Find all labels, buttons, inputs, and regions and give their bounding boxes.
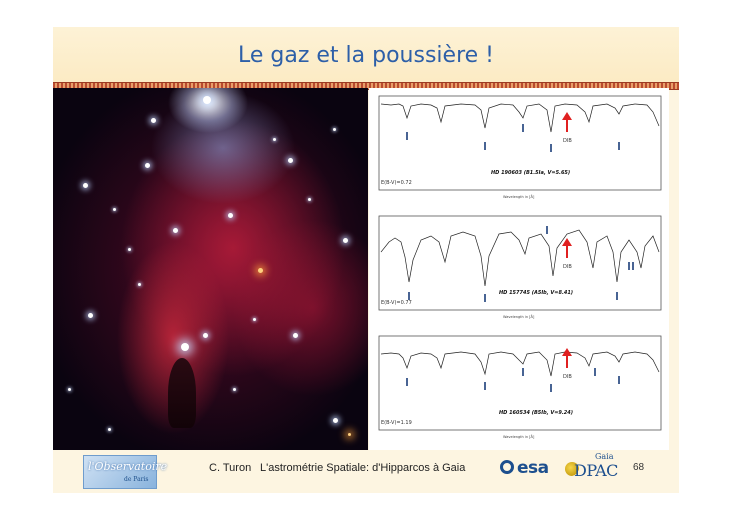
- star-label: HD 190603 (B1.5Ia, V=5.65): [491, 170, 570, 176]
- star: [333, 418, 338, 423]
- star: [151, 118, 156, 123]
- gaia-label: Gaia: [595, 452, 614, 461]
- star: [108, 428, 111, 431]
- spectrum-plot-2: DIB HD 157745 (A5Ib, V=8.41) E(B-V)=0.77…: [371, 212, 665, 322]
- star: [233, 388, 236, 391]
- title-band: Le gaz et la poussière !: [53, 27, 679, 82]
- dib-label: DIB: [563, 264, 572, 270]
- star-label: HD 160534 (B5Ib, V=9.24): [499, 410, 573, 416]
- esa-ring-icon: [500, 460, 514, 474]
- star: [68, 388, 71, 391]
- plot-frame: [378, 335, 662, 431]
- observatoire-logo-sub: de Paris: [124, 476, 149, 483]
- spectrum-curve: [380, 229, 660, 287]
- star: [128, 248, 131, 251]
- star: [88, 313, 93, 318]
- nebula-image: [53, 88, 368, 450]
- star: [343, 238, 348, 243]
- cone-nebula: [168, 358, 196, 428]
- page-number: 68: [633, 462, 645, 473]
- footer-author: C. Turon: [209, 462, 252, 474]
- spectrum-curve: [380, 103, 660, 133]
- star: [288, 158, 293, 163]
- star: [113, 208, 116, 211]
- star: [293, 333, 298, 338]
- spectrum-svg: DIB HD 160534 (B5Ib, V=9.24) E(B-V)=1.19…: [378, 335, 662, 439]
- spectrum-svg: DIB HD 157745 (A5Ib, V=8.41) E(B-V)=0.77…: [378, 215, 662, 319]
- plot-frame: [378, 95, 662, 191]
- dib-label: DIB: [563, 374, 572, 380]
- axis-label: Wavelength in [Å]: [503, 434, 535, 439]
- page-title: Le gaz et la poussière !: [238, 43, 494, 68]
- star: [253, 318, 256, 321]
- star: [333, 128, 336, 131]
- star: [83, 183, 88, 188]
- axis-label: Wavelength in [Å]: [503, 314, 535, 319]
- star: [145, 163, 150, 168]
- esa-logo-text: esa: [517, 458, 549, 478]
- star: [138, 283, 141, 286]
- spectrum-svg: DIB HD 190603 (B1.5Ia, V=5.65) E(B-V)=0.…: [378, 95, 662, 199]
- observatoire-logo-main: l'Observatoire: [88, 460, 168, 473]
- star: [308, 198, 311, 201]
- dib-label: DIB: [563, 138, 572, 144]
- star: [348, 433, 351, 436]
- dib-arrow-head: [562, 238, 572, 246]
- color-excess: E(B-V)=0.77: [381, 300, 412, 306]
- observatoire-logo: l'Observatoire de Paris: [83, 455, 167, 489]
- esa-logo: esa: [500, 455, 560, 481]
- color-excess: E(B-V)=1.19: [381, 420, 412, 426]
- star: [273, 138, 276, 141]
- gaia-dpac-logo: Gaia DPAC: [565, 452, 618, 484]
- star: [173, 228, 178, 233]
- spectrum-plot-3: DIB HD 160534 (B5Ib, V=9.24) E(B-V)=1.19…: [371, 332, 665, 442]
- star: [228, 213, 233, 218]
- axis-label: Wavelength in [Å]: [503, 194, 535, 199]
- footer-talk-title: L'astrométrie Spatiale: d'Hipparcos à Ga…: [260, 462, 466, 474]
- dib-arrow-head: [562, 348, 572, 356]
- spectrum-curve: [380, 351, 660, 377]
- star-label: HD 157745 (A5Ib, V=8.41): [499, 290, 573, 296]
- spectrum-plot-1: DIB HD 190603 (B1.5Ia, V=5.65) E(B-V)=0.…: [371, 92, 665, 202]
- star: [181, 343, 189, 351]
- gaia-swirl-icon: [565, 462, 579, 476]
- star: [258, 268, 263, 273]
- dpac-label: DPAC: [574, 461, 618, 480]
- star: [203, 333, 208, 338]
- star: [203, 96, 211, 104]
- dib-arrow-head: [562, 112, 572, 120]
- plot-frame: [378, 215, 662, 311]
- color-excess: E(B-V)=0.72: [381, 180, 412, 186]
- spectra-panel: DIB HD 190603 (B1.5Ia, V=5.65) E(B-V)=0.…: [369, 88, 669, 450]
